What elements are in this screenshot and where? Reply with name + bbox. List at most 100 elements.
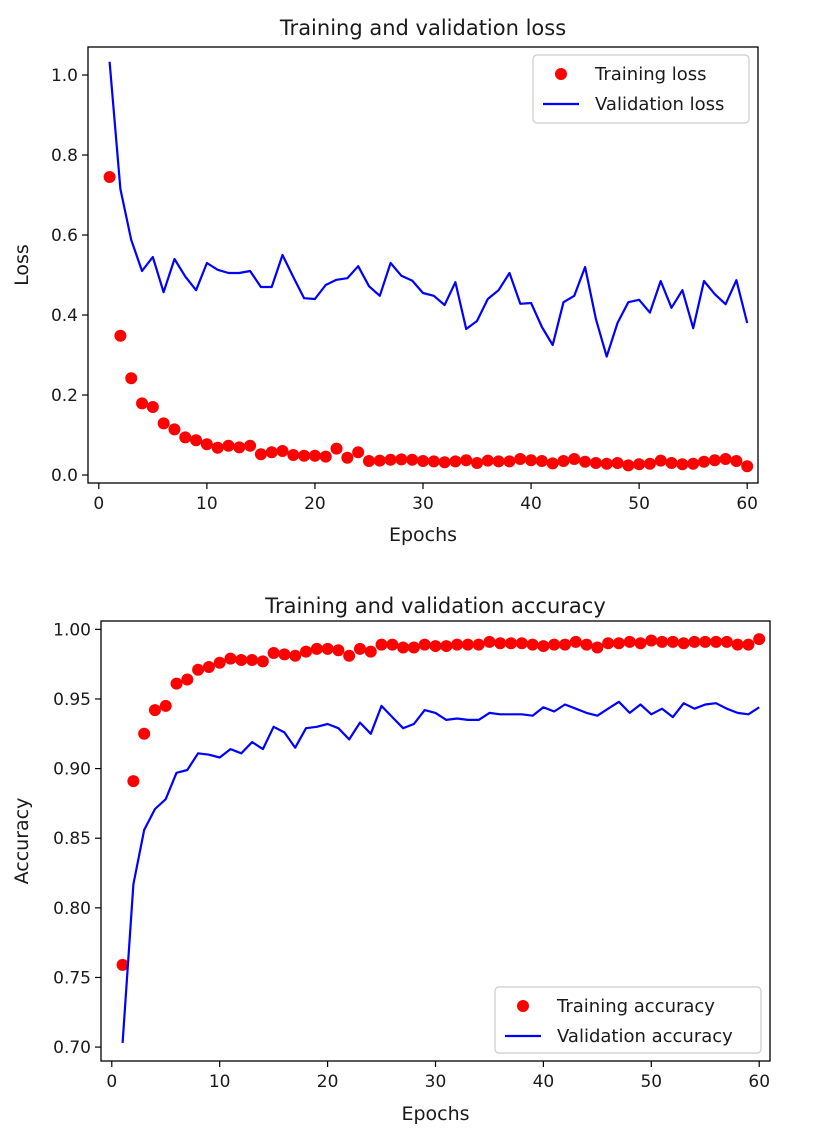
data-point <box>449 455 462 468</box>
chart-title: Training and validation loss <box>279 16 566 40</box>
data-point <box>526 638 539 651</box>
data-point <box>537 640 550 653</box>
x-tick-label: 10 <box>196 494 218 514</box>
data-point <box>386 638 399 651</box>
y-axis-label: Accuracy <box>11 798 33 885</box>
y-tick-label: 0.4 <box>51 306 78 326</box>
data-point <box>116 958 129 971</box>
data-point <box>494 637 507 650</box>
data-point <box>373 454 386 467</box>
x-tick-label: 40 <box>520 494 542 514</box>
x-tick-label: 0 <box>93 494 104 514</box>
data-point <box>535 455 548 467</box>
data-point <box>633 458 646 471</box>
x-tick-label: 50 <box>640 1072 662 1092</box>
data-point <box>211 441 224 454</box>
legend: Training loss Validation loss <box>532 54 750 124</box>
data-point <box>254 448 267 461</box>
data-point <box>125 372 138 385</box>
data-point <box>741 460 754 473</box>
data-point <box>558 638 571 651</box>
data-point <box>645 634 658 647</box>
data-point <box>114 329 127 342</box>
data-point <box>179 431 192 444</box>
data-point <box>353 642 366 655</box>
data-point <box>666 635 679 648</box>
legend-entry-label: Training accuracy <box>556 996 715 1017</box>
data-point <box>395 453 408 466</box>
data-point <box>429 640 442 653</box>
chart-title: Training and validation accuracy <box>264 594 606 618</box>
data-point <box>287 449 300 461</box>
y-tick-label: 0.80 <box>53 899 91 919</box>
data-point <box>343 649 356 662</box>
data-point <box>246 653 259 666</box>
data-point <box>699 635 712 648</box>
data-point <box>753 633 766 646</box>
y-tick-label: 0.2 <box>51 386 78 406</box>
data-point <box>676 458 689 471</box>
data-point <box>557 455 570 467</box>
data-point <box>730 455 743 467</box>
data-point <box>310 642 323 655</box>
data-point <box>677 637 690 650</box>
data-point <box>265 446 278 459</box>
data-point <box>407 641 420 654</box>
data-point <box>148 704 161 717</box>
data-point <box>665 457 678 469</box>
data-point <box>483 635 496 648</box>
data-point <box>330 442 343 455</box>
data-point <box>623 635 636 648</box>
y-tick-label: 0.95 <box>53 690 91 710</box>
data-point <box>505 637 518 650</box>
series-line <box>121 700 760 1043</box>
data-point <box>514 453 527 465</box>
x-axis-label: Epochs <box>389 524 457 546</box>
x-tick-label: 20 <box>317 1072 339 1092</box>
y-tick-label: 0.90 <box>53 760 91 780</box>
data-point <box>568 453 581 465</box>
data-point <box>103 171 116 183</box>
data-point <box>319 450 332 463</box>
data-point <box>224 652 237 665</box>
x-tick-label: 60 <box>748 1072 770 1092</box>
data-point <box>341 451 354 464</box>
data-point <box>213 656 226 669</box>
data-point <box>397 641 410 654</box>
series-training-accuracy <box>116 633 766 971</box>
data-point <box>200 438 213 451</box>
data-point <box>438 456 451 469</box>
data-point <box>471 457 484 469</box>
data-point <box>256 655 269 668</box>
data-point <box>168 423 181 436</box>
data-point <box>406 453 419 466</box>
x-tick-label: 30 <box>425 1072 447 1092</box>
legend-swatch-marker <box>517 1000 529 1012</box>
data-point <box>622 459 635 472</box>
data-point <box>643 457 656 470</box>
legend-box <box>532 54 750 124</box>
data-point <box>602 637 615 650</box>
data-point <box>276 445 289 457</box>
data-point <box>267 647 280 660</box>
data-point <box>289 649 302 662</box>
x-tick-label: 30 <box>412 494 434 514</box>
series-validation-loss <box>108 61 749 358</box>
series-line <box>108 61 749 358</box>
data-point <box>600 457 613 470</box>
data-point <box>321 642 334 655</box>
data-point <box>332 644 345 657</box>
data-point <box>708 454 721 467</box>
data-point <box>384 453 397 466</box>
data-point <box>364 645 377 658</box>
data-point <box>136 397 149 410</box>
series-training-loss <box>103 171 754 473</box>
y-tick-label: 0.8 <box>51 146 78 166</box>
data-point <box>159 699 172 712</box>
data-point <box>202 660 215 673</box>
data-point <box>181 673 194 686</box>
data-point <box>503 455 516 468</box>
data-point <box>515 637 528 650</box>
data-point <box>235 653 248 666</box>
data-point <box>451 638 464 651</box>
